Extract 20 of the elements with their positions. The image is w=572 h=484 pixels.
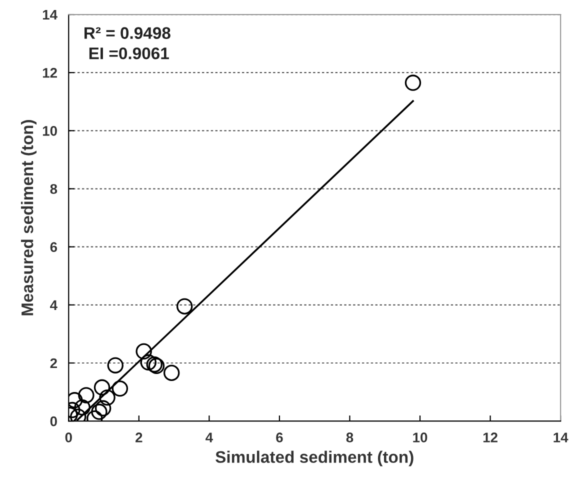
x-tick-label: 12	[483, 432, 498, 442]
x-tick-label: 4	[206, 432, 213, 442]
annotation: R² = 0.9498	[84, 27, 170, 39]
y-axis-title: Measured sediment (ton)	[20, 120, 37, 316]
annotation: EI =0.9061	[89, 47, 169, 60]
y-tick-label: 12	[42, 68, 57, 78]
y-tick-label: 2	[50, 358, 57, 368]
y-tick-label: 4	[50, 300, 58, 310]
x-tick-label: 10	[413, 432, 428, 442]
x-axis-title: Simulated sediment (ton)	[216, 450, 414, 466]
x-tick-label: 14	[554, 432, 568, 442]
y-tick-label: 0	[50, 416, 57, 426]
x-tick-label: 0	[65, 432, 72, 442]
x-tick-label: 6	[276, 432, 283, 442]
y-tick-label: 8	[50, 184, 58, 194]
y-tick-label: 10	[42, 126, 57, 136]
x-tick-label: 8	[346, 432, 354, 442]
y-tick-label: 14	[42, 10, 58, 20]
x-tick-label: 2	[136, 432, 142, 442]
y-tick-label: 6	[50, 242, 58, 252]
